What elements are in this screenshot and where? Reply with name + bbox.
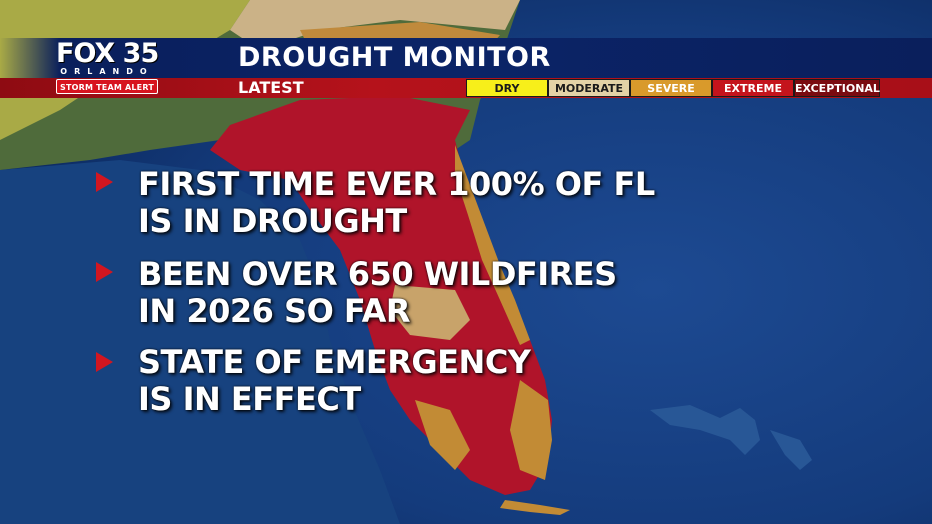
legend-moderate-label: MODERATE [554, 82, 624, 95]
florida-severe-south [510, 380, 552, 480]
florida-keys [500, 500, 570, 515]
bahamas-east [770, 430, 812, 470]
florida-severe-west [415, 400, 470, 470]
header-bar-top [0, 38, 932, 78]
bullet-arrow-icon [96, 262, 113, 282]
storm-team-alert-badge: STORM TEAM ALERT [56, 79, 158, 94]
legend-severe-label: SEVERE [647, 82, 695, 95]
dry-region [0, 0, 250, 140]
gulf-water [0, 160, 400, 524]
florida-severe-central [390, 285, 470, 340]
station-city: ORLANDO [60, 67, 154, 76]
bahamas [650, 405, 760, 455]
moderate-region-north [230, 0, 520, 50]
page-subtitle: LATEST [238, 78, 304, 97]
station-name: FOX 35 [56, 38, 159, 69]
legend-extreme: EXTREME [712, 79, 794, 97]
legend-exceptional: EXCEPTIONAL [794, 79, 880, 97]
bullet-item: STATE OF EMERGENCY IS IN EFFECT [96, 344, 656, 424]
legend-moderate: MODERATE [548, 79, 630, 97]
bullet-text: STATE OF EMERGENCY IS IN EFFECT [138, 343, 531, 418]
bullet-text: BEEN OVER 650 WILDFIRES IN 2026 SO FAR [138, 255, 617, 330]
legend-severe: SEVERE [630, 79, 712, 97]
legend-dry-label: DRY [494, 82, 520, 95]
legend-extreme-label: EXTREME [724, 82, 782, 95]
legend-exceptional-label: EXCEPTIONAL [795, 82, 880, 95]
legend-dry: DRY [466, 79, 548, 97]
drought-legend: DRY MODERATE SEVERE EXTREME EXCEPTIONAL [466, 79, 880, 97]
bullet-text: FIRST TIME EVER 100% OF FL IS IN DROUGHT [138, 165, 655, 240]
bullet-item: BEEN OVER 650 WILDFIRES IN 2026 SO FAR [96, 256, 656, 336]
bullet-item: FIRST TIME EVER 100% OF FL IS IN DROUGHT [96, 166, 656, 246]
alert-tag-label: STORM TEAM ALERT [60, 83, 154, 92]
bullet-arrow-icon [96, 352, 113, 372]
page-title: DROUGHT MONITOR [238, 42, 551, 73]
station-logo: FOX 35 ORLANDO STORM TEAM ALERT [52, 38, 160, 98]
bullet-arrow-icon [96, 172, 113, 192]
florida-severe-east [455, 145, 530, 345]
